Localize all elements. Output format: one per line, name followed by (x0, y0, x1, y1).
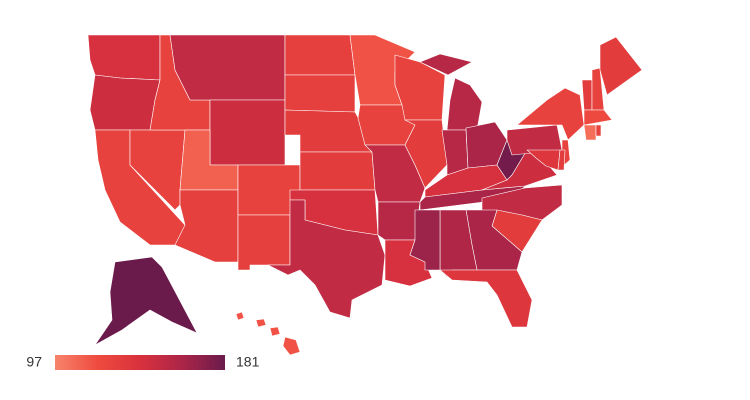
state (377, 201, 421, 241)
state (89, 74, 161, 131)
states (87, 34, 643, 356)
legend-color-bar (55, 355, 225, 370)
state (595, 124, 602, 137)
state (174, 189, 239, 263)
state (409, 209, 441, 271)
state (599, 36, 643, 96)
state (516, 87, 585, 141)
state (439, 269, 533, 328)
legend-max-label: 181 (236, 354, 260, 370)
legend-min-label: 97 (26, 354, 42, 370)
state (284, 74, 356, 113)
state (583, 124, 597, 141)
state (404, 119, 448, 189)
state (581, 79, 593, 111)
state (94, 256, 198, 346)
state (299, 151, 376, 191)
state (267, 199, 386, 319)
state (557, 149, 566, 171)
state (87, 34, 161, 81)
state (209, 99, 286, 166)
state (441, 129, 469, 176)
state (526, 149, 561, 171)
state (237, 214, 291, 271)
state (284, 34, 356, 76)
state (583, 109, 613, 126)
state (235, 311, 301, 356)
state (169, 34, 286, 101)
